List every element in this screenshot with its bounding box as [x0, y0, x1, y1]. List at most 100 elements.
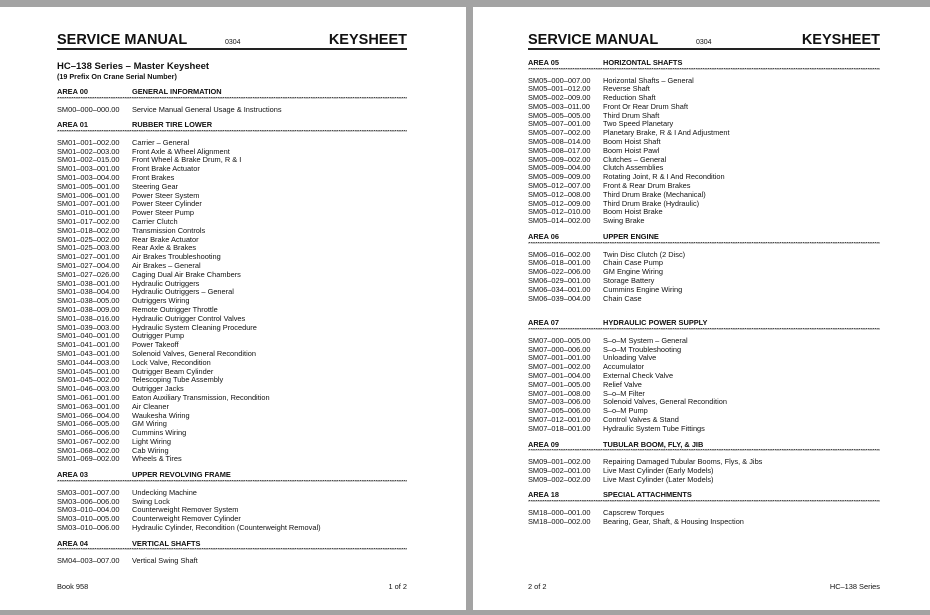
footer-right: 1 of 2	[388, 582, 408, 591]
entry-description: Cummins Wiring	[132, 428, 187, 438]
keysheet-entry: SM01–025–002.00 Rear Brake Actuator	[57, 234, 407, 245]
entry-code: SM01–045–001.00	[57, 366, 120, 376]
footer-right: HC–138 Series	[829, 582, 880, 591]
area-section: AREA 00 GENERAL INFORMATION **************…	[57, 87, 407, 114]
entry-description: Bearing, Gear, Shaft, & Housing Inspecti…	[603, 516, 744, 526]
entry-code: SM01–039–003.00	[57, 322, 120, 332]
keysheet-entry: SM05–007–001.00 Two Speed Planetary	[528, 120, 880, 129]
entry-code: SM07–018–001.00	[528, 423, 591, 433]
area-heading: AREA 18 SPECIAL ATTACHMENTS	[528, 491, 880, 500]
entry-description: Rear Axle & Brakes	[132, 243, 197, 253]
entry-description: Third Drum Brake (Mechanical)	[603, 189, 706, 199]
area-number: AREA 00	[57, 87, 88, 96]
entry-description: S–o–M Pump	[603, 406, 648, 416]
entry-code: SM01–068–002.00	[57, 445, 120, 455]
keysheet-entry: SM07–000–005.00 S–o–M System – General	[528, 336, 880, 346]
keysheet-entry: SM05–000–007.00 Horizontal Shafts – Gener…	[528, 75, 880, 86]
area-heading: AREA 07 HYDRAULIC POWER SUPPLY	[528, 319, 880, 328]
entry-code: SM05–002–009.00	[528, 93, 591, 103]
entry-description: Telescoping Tube Assembly	[132, 375, 224, 385]
keysheet-entry: SM05–012–009.00 Third Drum Brake (Hydraul…	[528, 199, 880, 209]
keysheet-entry: SM18–000–002.00 Bearing, Gear, Shaft, & H…	[528, 516, 880, 527]
entry-description: Repairing Damaged Tubular Booms, Flys, &…	[603, 457, 763, 467]
entry-code: SM01–025–003.00	[57, 243, 120, 253]
keysheet-entry: SM06–034–001.00 Cummins Engine Wiring	[528, 284, 880, 295]
entry-description: Hydraulic System Tube Fittings	[603, 423, 705, 433]
entry-code: SM06–016–002.00	[528, 249, 591, 259]
entry-code: SM06–029–001.00	[528, 275, 591, 285]
area-name: RUBBER TIRE LOWER	[132, 120, 213, 130]
entry-description: Front & Rear Drum Brakes	[603, 181, 691, 191]
keysheet-entry: SM01–038–005.00 Outriggers Wiring	[57, 296, 407, 306]
area-section: AREA 06 UPPER ENGINE *********************…	[528, 233, 880, 303]
entry-description: Planetary Brake, R & I And Adjustment	[603, 128, 730, 138]
entry-description: Hydraulic Outrigger Control Valves	[132, 313, 246, 323]
keysheet-entry: SM01–061–001.00 Eaton Auxiliary Transmiss…	[57, 393, 407, 403]
area-section: AREA 05 HORIZONTAL SHAFTS ****************…	[528, 58, 880, 226]
entry-code: SM01–069–002.00	[57, 454, 120, 464]
keysheet-entry: SM09–002–002.00 Live Mast Cylinder (Later…	[528, 475, 880, 485]
area-name: UPPER REVOLVING FRAME	[132, 470, 231, 480]
entry-code: SM06–018–001.00	[528, 258, 591, 268]
entry-description: Outrigger Beam Cylinder	[132, 366, 214, 376]
area-number: AREA 06	[528, 232, 559, 242]
star-divider: ****************************************…	[528, 327, 880, 334]
entry-code: SM01–040–001.00	[57, 331, 120, 341]
keysheet-entry: SM07–012–001.00 Control Valves & Stand	[528, 415, 880, 425]
header-keysheet: KEYSHEET	[801, 32, 880, 48]
entry-code: SM01–067–002.00	[57, 436, 120, 446]
entry-description: Solenoid Valves, General Recondition	[603, 397, 727, 407]
entry-description: Front Brake Actuator	[132, 164, 200, 174]
keysheet-entry: SM07–005–006.00 S–o–M Pump	[528, 406, 880, 416]
keysheet-entry: SM01–010–001.00 Power Steer Pump	[57, 208, 407, 218]
keysheet-entry: SM07–001–008.00 S–o–M Filter	[528, 389, 880, 399]
header-code: 0304	[225, 39, 241, 46]
entry-code: SM06–039–004.00	[528, 293, 591, 303]
keysheet-entry: SM18–000–001.00 Capscrew Torques	[528, 507, 880, 518]
star-divider: ****************************************…	[57, 479, 407, 486]
area-heading: AREA 05 HORIZONTAL SHAFTS	[528, 58, 880, 68]
area-number: AREA 18	[528, 490, 559, 500]
entry-code: SM01–038–005.00	[57, 296, 120, 306]
star-divider: ****************************************…	[528, 449, 880, 456]
entry-code: SM05–014–002.00	[528, 216, 591, 226]
entry-code: SM18–000–001.00	[528, 507, 591, 517]
entry-code: SM05–008–017.00	[528, 145, 591, 155]
keysheet-entry: SM05–009–004.00 Clutch Assemblies	[528, 164, 880, 173]
entry-description: Transmission Controls	[132, 225, 206, 235]
entry-code: SM01–027–004.00	[57, 260, 120, 270]
page-header: SERVICE MANUAL 0304 KEYSHEET	[528, 32, 880, 50]
page-body: AREA 05 HORIZONTAL SHAFTS ****************…	[528, 58, 880, 534]
entry-description: Swing Brake	[603, 216, 645, 226]
area-name: VERTICAL SHAFTS	[132, 538, 201, 548]
area-name: UPPER ENGINE	[603, 232, 659, 242]
entry-code: SM06–034–001.00	[528, 284, 591, 294]
entry-code: SM07–001–005.00	[528, 379, 591, 389]
entry-description: Cummins Engine Wiring	[603, 284, 683, 294]
keysheet-entry: SM05–002–009.00 Reduction Shaft	[528, 93, 880, 103]
entry-code: SM07–005–006.00	[528, 406, 591, 416]
entry-description: Steering Gear	[132, 181, 179, 191]
keysheet-entry: SM06–039–004.00 Chain Case	[528, 293, 880, 304]
page-1: SERVICE MANUAL 0304 KEYSHEET HC–138 Series …	[0, 7, 466, 610]
entry-description: Horizontal Shafts – General	[603, 75, 694, 85]
keysheet-entry: SM06–029–001.00 Storage Battery	[528, 275, 880, 286]
star-divider: ****************************************…	[57, 96, 407, 103]
entry-code: SM09–002–001.00	[528, 465, 591, 475]
entry-description: Reverse Shaft	[603, 84, 650, 94]
entry-code: SM05–009–004.00	[528, 163, 591, 173]
keysheet-entry: SM05–008–014.00 Boom Hoist Shaft	[528, 137, 880, 147]
entry-code: SM07–003–006.00	[528, 397, 591, 407]
entry-description: GM Wiring	[132, 419, 167, 429]
keysheet-entry: SM03–010–005.00 Counterweight Remover Cyl…	[57, 514, 407, 524]
keysheet-entry: SM01–027–004.00 Air Brakes – General	[57, 260, 407, 271]
keysheet-entry: SM01–067–002.00 Light Wiring	[57, 436, 407, 447]
entry-code: SM01–002–003.00	[57, 146, 120, 156]
area-heading: AREA 04 VERTICAL SHAFTS	[57, 538, 407, 549]
entry-code: SM05–001–012.00	[528, 84, 591, 94]
entry-code: SM01–002–015.00	[57, 155, 120, 165]
entry-description: Air Brakes – General	[132, 260, 201, 270]
entry-code: SM01–038–009.00	[57, 304, 120, 314]
footer-left: 2 of 2	[528, 582, 547, 591]
entry-code: SM01–025–002.00	[57, 234, 120, 244]
